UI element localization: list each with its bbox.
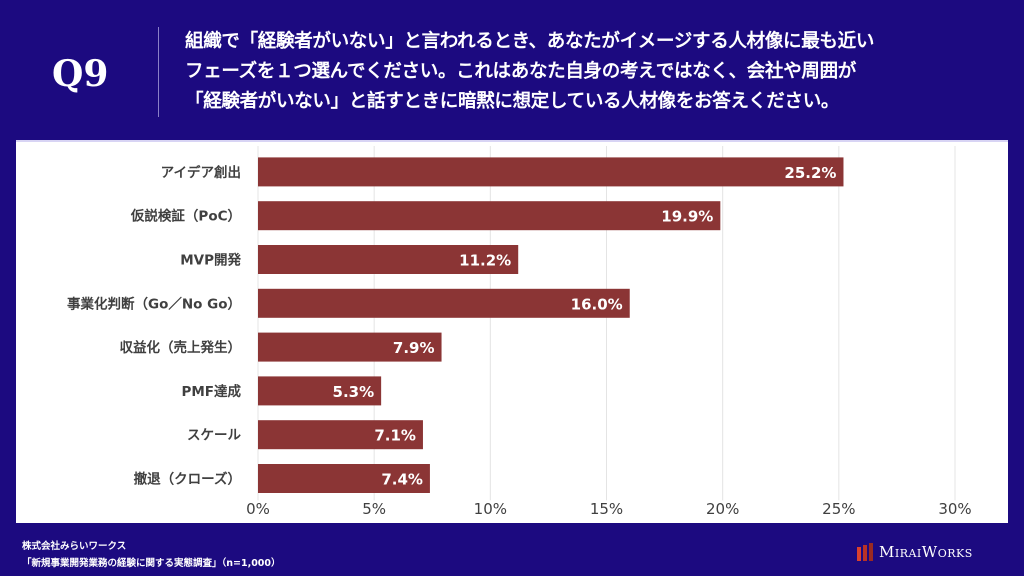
footer-survey: 「新規事業開発業務の経験に関する実態調査」（n=1,000） — [22, 558, 281, 569]
category-label: MVP開発 — [180, 252, 241, 269]
question-number: Q9 — [52, 53, 109, 95]
category-label: スケール — [187, 428, 241, 444]
category-label: 収益化（売上発生） — [120, 339, 242, 356]
category-label: アイデア創出 — [161, 164, 241, 181]
bar — [258, 332, 442, 362]
logo-mark-icon — [857, 543, 873, 561]
bar-value-label: 7.1% — [374, 427, 416, 445]
question-line-3: 「経験者がいない」と話すときに暗黙に想定している人材像をお答えください。 — [185, 91, 840, 112]
bar — [258, 201, 721, 231]
bar-chart: 0% 5% 10% 15% 20% 25% 30% アイデア創出 25.2% 仮説検証（PoC） 1… — [67, 146, 972, 518]
bar — [258, 245, 519, 274]
category-label: 事業化判断（Go／No Go） — [67, 295, 241, 312]
x-tick-label: 30% — [938, 500, 971, 518]
mirai-works-logo: MiraiWorks — [857, 540, 973, 564]
x-tick-label: 0% — [246, 500, 270, 518]
chart-panel: 0% 5% 10% 15% 20% 25% 30% アイデア創出 25.2% 仮説検証（PoC） 1… — [16, 140, 1008, 523]
question-line-2: フェーズを１つ選んでください。これはあなた自身の考えではなく、会社や周囲が — [185, 61, 856, 82]
bar — [258, 288, 630, 318]
bar — [258, 464, 430, 493]
bar — [258, 157, 844, 187]
x-tick-label: 10% — [474, 500, 507, 518]
x-tick-label: 5% — [362, 500, 386, 518]
bar-value-label: 7.9% — [393, 339, 435, 357]
header-divider — [158, 27, 159, 117]
bar-value-label: 5.3% — [333, 383, 375, 401]
bar-value-label: 16.0% — [571, 295, 623, 313]
logo-text: MiraiWorks — [879, 543, 973, 561]
category-label: PMF達成 — [181, 383, 241, 400]
category-label: 撤退（クローズ） — [134, 471, 241, 488]
footer-company: 株式会社みらいワークス — [22, 541, 127, 552]
category-label: 仮説検証（PoC） — [130, 208, 241, 225]
question-line-1: 組織で「経験者がいない」と言われるとき、あなたがイメージする人材像に最も近い — [185, 31, 875, 52]
bar-value-label: 7.4% — [381, 471, 423, 489]
question-text: 組織で「経験者がいない」と言われるとき、あなたがイメージする人材像に最も近い フ… — [185, 27, 995, 117]
bar — [258, 376, 382, 406]
x-tick-label: 20% — [706, 500, 739, 518]
x-tick-label: 25% — [822, 500, 855, 518]
bar-value-label: 25.2% — [784, 164, 836, 182]
bar-value-label: 11.2% — [459, 252, 511, 270]
bar-value-label: 19.9% — [661, 208, 713, 226]
bar — [258, 420, 423, 450]
x-tick-label: 15% — [590, 500, 623, 518]
